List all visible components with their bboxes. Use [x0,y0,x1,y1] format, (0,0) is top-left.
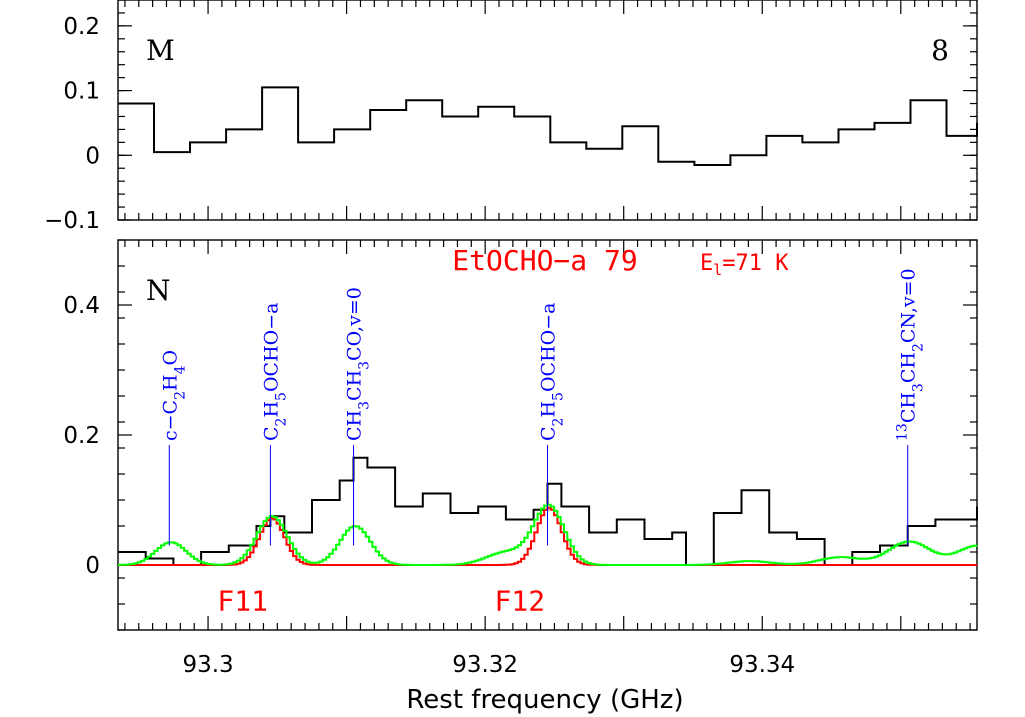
x-axis-label: Rest frequency (GHz) [406,685,683,715]
energy-label: El=71 K [700,251,789,279]
fit-label: F11 [217,585,268,618]
series-model_main [118,506,977,566]
line-id-label: 13CH3CH2CN,v=0 [895,268,927,441]
x-tick-label: 93.32 [452,652,518,678]
panel-n: 0 0.2 0.4 93.3 93.32 93.34 N EtOCHO−a 79 El=71 K… [63,239,978,678]
y-tick-label: 0.2 [63,14,100,40]
series-observed [118,86,978,166]
y-tick-label: −0.1 [44,208,100,234]
series-model_all [118,503,978,566]
line-id-label: C2H5OCHO−a [538,303,567,441]
y-tick-label: 0 [85,553,100,579]
panel-m: −0.1 0 0.1 0.2 M 8 [44,0,978,234]
line-id-label: c−C2H4O [159,350,188,441]
panel-m-label: M [146,34,175,67]
y-tick-label: 0.2 [63,423,100,449]
y-tick-label: 0.1 [63,79,100,105]
y-tick-label: 0.4 [63,293,100,319]
line-id-label: CH3CH3CO,v=0 [344,287,373,441]
x-tick-label: 93.34 [729,652,795,678]
transition-title: EtOCHO−a 79 [452,244,637,277]
panel-n-label: N [146,274,171,307]
panel-number: 8 [931,34,949,67]
line-id-label: C2H5OCHO−a [260,303,289,441]
x-tick-label: 93.3 [182,652,233,678]
fit-label: F12 [495,585,546,618]
y-tick-label: 0 [85,143,100,169]
panel-m-frame [117,0,978,221]
